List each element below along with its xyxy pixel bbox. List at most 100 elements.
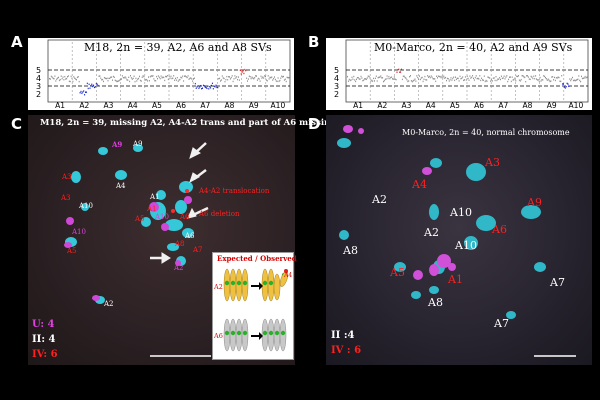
cnv-point — [67, 76, 68, 78]
cnv-point — [576, 79, 578, 81]
cnv-point — [514, 77, 516, 79]
panel-d-chrom-label: A3 — [485, 156, 500, 169]
cnv-point — [51, 76, 53, 78]
cnv-point — [361, 77, 363, 79]
cnv-point — [240, 73, 242, 75]
cnv-point — [350, 79, 352, 81]
cnv-point — [348, 78, 350, 81]
cnv-point — [92, 85, 94, 88]
cnv-point — [370, 80, 372, 82]
cnv-point — [91, 83, 93, 86]
cnv-point — [287, 77, 289, 79]
cnv-point — [524, 76, 526, 79]
cnv-point — [88, 83, 90, 86]
cnv-point — [354, 79, 356, 81]
cnv-point — [111, 76, 113, 78]
cnv-point — [135, 77, 137, 80]
cnv-point — [149, 76, 151, 78]
x-chrom-label: A10 — [569, 101, 584, 110]
cnv-point — [480, 79, 482, 82]
cnv-point — [415, 80, 417, 82]
cnv-point — [204, 86, 206, 88]
cnv-point — [57, 77, 59, 79]
cnv-point — [510, 80, 512, 83]
cnv-point — [443, 75, 445, 78]
cnv-point — [561, 75, 563, 77]
cnv-point — [169, 77, 171, 79]
cnv-point — [238, 79, 240, 81]
cnv-point — [543, 75, 545, 77]
cnv-point — [242, 70, 244, 72]
cnv-point — [133, 75, 135, 77]
cnv-point — [423, 78, 425, 80]
cnv-point — [581, 75, 582, 78]
cnv-point — [394, 78, 396, 80]
cnv-point — [383, 80, 384, 83]
cnv-point — [56, 78, 58, 80]
cnv-point — [83, 90, 85, 92]
cnv-point — [214, 86, 216, 88]
cnv-point — [474, 76, 476, 79]
cnv-point — [211, 84, 212, 87]
cnv-point — [215, 84, 217, 86]
cnv-point — [414, 78, 416, 80]
cnv-point — [457, 77, 459, 80]
cnv-point — [166, 75, 168, 77]
cnv-point — [425, 79, 427, 81]
cnv-point — [220, 79, 222, 81]
cnv-point — [150, 75, 152, 77]
x-chrom-label: A4 — [128, 101, 138, 110]
legend-label-a4: A4 — [284, 272, 293, 279]
cnv-point — [175, 79, 177, 81]
cnv-point — [508, 78, 510, 81]
x-chrom-label: A6 — [176, 101, 186, 110]
cnv-point — [143, 75, 145, 78]
cnv-point — [224, 80, 226, 83]
panel-d-letter: D — [308, 115, 321, 133]
cnv-point — [347, 80, 349, 82]
cnv-point — [374, 77, 376, 80]
cnv-point — [538, 80, 540, 83]
cnv-point — [395, 78, 397, 81]
y-tick-label: 5 — [334, 66, 339, 75]
cnv-point — [155, 80, 157, 82]
panel-c-chrom-label: A4 — [116, 182, 126, 190]
cnv-point — [61, 77, 63, 80]
cnv-point — [200, 84, 202, 87]
cnv-point — [267, 75, 269, 77]
cnv-point — [410, 80, 412, 82]
cnv-point — [258, 78, 260, 80]
cnv-point — [207, 85, 209, 87]
cnv-point — [467, 77, 469, 80]
cnv-point — [216, 86, 218, 89]
cnv-point — [187, 75, 189, 77]
cnv-point — [349, 79, 351, 82]
cnv-point — [568, 85, 570, 88]
cnv-point — [280, 77, 282, 79]
cnv-point — [413, 79, 415, 81]
cnv-point — [125, 77, 127, 79]
cnv-point — [392, 78, 393, 80]
cnv-point — [566, 82, 568, 85]
cnv-point — [222, 77, 224, 79]
cnv-point — [393, 76, 395, 78]
cnv-point — [245, 69, 247, 72]
cnv-point — [573, 79, 575, 81]
panel-c-chrom-label: A2 — [174, 264, 184, 272]
x-chrom-label: A1 — [353, 101, 363, 110]
cnv-point — [86, 82, 88, 85]
cnv-point — [424, 75, 426, 78]
cnv-point — [364, 78, 366, 80]
cnv-point — [67, 75, 69, 77]
cnv-point — [581, 77, 583, 80]
cnv-point — [247, 80, 248, 82]
cnv-point — [579, 79, 581, 82]
cnv-point — [392, 78, 394, 80]
cnv-point — [499, 77, 501, 79]
cnv-point — [130, 77, 132, 79]
cnv-point — [256, 75, 257, 77]
cnv-point — [72, 80, 74, 83]
cnv-point — [82, 91, 84, 93]
cnv-point — [448, 80, 450, 82]
cnv-point — [79, 92, 81, 94]
